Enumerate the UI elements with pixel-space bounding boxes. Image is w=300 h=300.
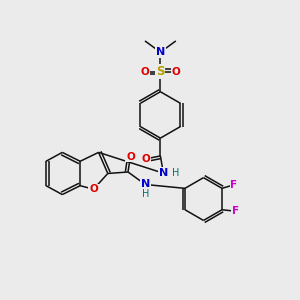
Text: O: O (126, 152, 135, 161)
Text: O: O (172, 67, 180, 76)
Text: S: S (156, 65, 165, 78)
Text: H: H (172, 168, 179, 178)
Text: O: O (141, 67, 149, 76)
Text: N: N (141, 179, 150, 190)
Text: F: F (230, 180, 238, 190)
Text: F: F (232, 206, 239, 216)
Text: O: O (141, 154, 150, 164)
Text: N: N (159, 168, 168, 178)
Text: O: O (89, 184, 98, 194)
Text: H: H (142, 189, 149, 199)
Text: N: N (156, 47, 165, 57)
